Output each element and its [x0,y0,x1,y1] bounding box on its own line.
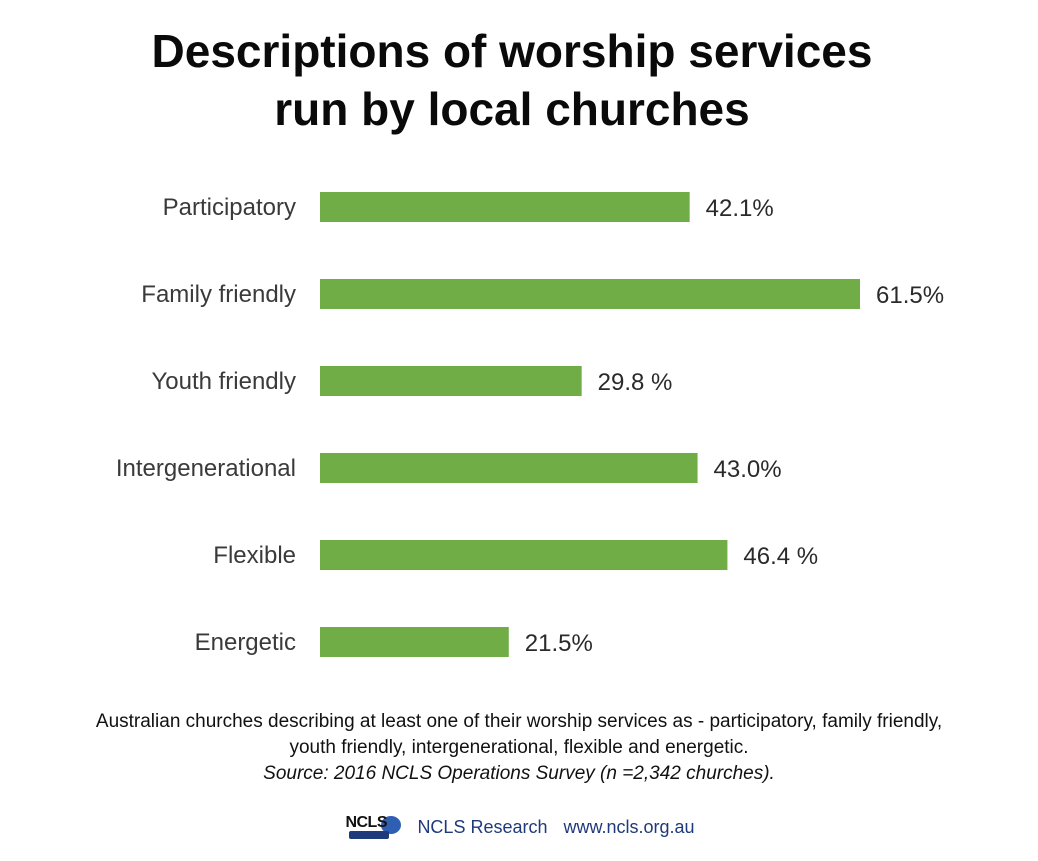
footer-website-link[interactable]: www.ncls.org.au [563,816,695,837]
bar [320,627,509,657]
value-label: 42.1% [706,195,774,222]
bar-chart: Participatory 42.1% Family friendly 61.5% Yo… [116,192,944,657]
logo-text: NCLS [345,814,387,831]
value-label: 46.4 % [743,543,818,570]
category-label: Youth friendly [151,368,296,395]
chart-title-line-2: run by local churches [274,83,750,135]
category-label: Intergenerational [116,455,296,482]
bar [320,279,860,309]
logo-subtext-band [349,831,390,839]
caption-source: Source: 2016 NCLS Operations Survey (n =… [263,763,775,784]
footer-org-name: NCLS Research [417,816,548,837]
category-label: Energetic [195,629,296,656]
category-label: Participatory [163,194,296,221]
chart-caption: Australian churches describing at least … [0,709,1038,787]
value-label: 61.5% [876,282,944,309]
category-label: Family friendly [141,281,296,308]
chart-title: Descriptions of worship services run by … [0,22,1024,138]
chart-title-line-1: Descriptions of worship services [151,25,873,77]
ncls-logo: NCLS [343,812,402,842]
caption-line-1: Australian churches describing at least … [95,711,943,732]
footer: NCLS NCLS Research www.ncls.org.au [0,812,1038,842]
value-label: 21.5% [525,630,593,657]
bar [320,366,582,396]
value-label: 43.0% [714,456,782,483]
bar [320,192,690,222]
category-label: Flexible [213,542,296,569]
bar [320,453,698,483]
caption-line-2: youth friendly, intergenerational, flexi… [289,737,749,758]
logo-swoosh-icon [381,816,402,834]
bar [320,540,728,570]
value-label: 29.8 % [598,369,673,396]
